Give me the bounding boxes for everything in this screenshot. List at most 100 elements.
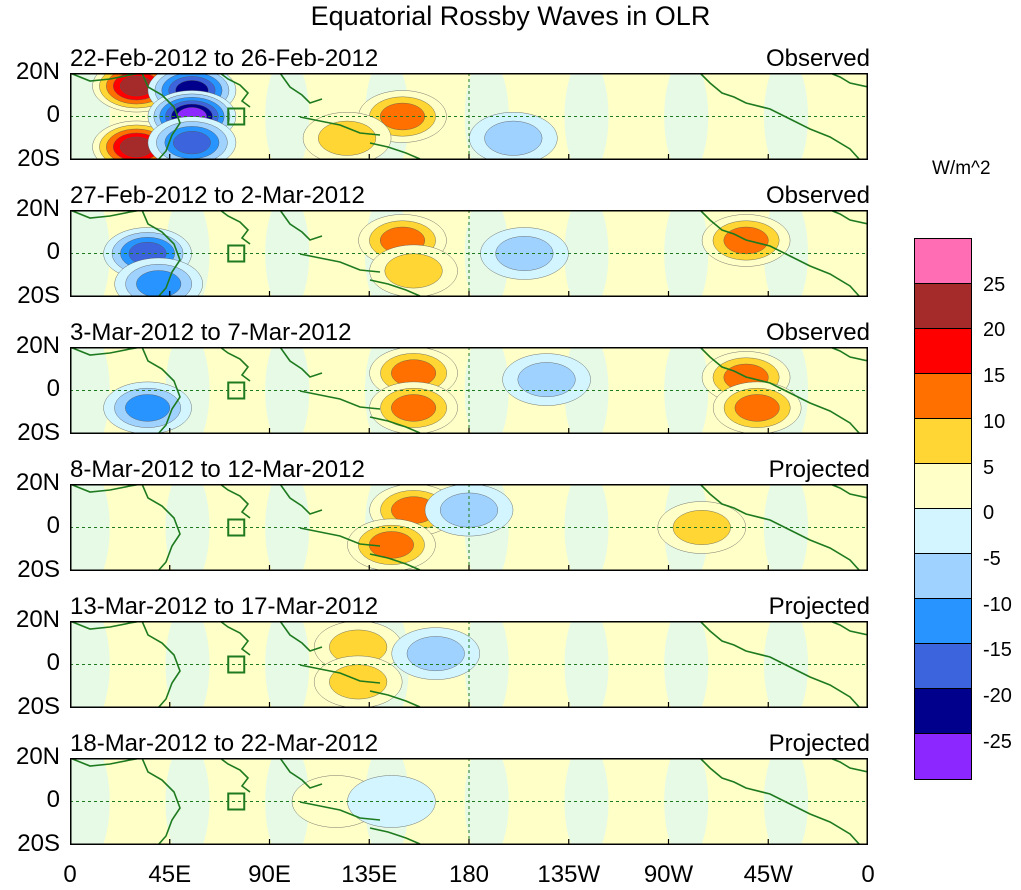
coastline [279,73,323,104]
olr-anomaly-contour [517,362,576,398]
coastline [699,484,861,571]
coastline [299,527,381,547]
coastline [699,621,861,708]
colorbar-swatch [915,329,971,374]
background-band [215,347,260,434]
background-band [813,621,858,708]
coastline [219,484,251,519]
x-tick-label: 90W [643,861,694,888]
y-tick-label: 20S [17,419,60,446]
panel-date-range: 13-Mar-2012 to 17-Mar-2012 [70,593,379,620]
coastline [219,758,251,793]
coastline [369,553,421,571]
y-tick-label: 20N [15,332,60,359]
map-panel: 18-Mar-2012 to 22-Mar-2012 Projected 20N 0 2… [0,731,1021,868]
colorbar-label: -5 [983,547,1001,570]
y-tick-label: 20N [15,606,60,633]
colorbar-swatch [915,599,971,644]
coastline [219,73,251,108]
x-tick-label: 135E [341,861,398,888]
coastline [279,758,323,789]
x-tick-label: 0 [861,861,875,888]
coastline [141,621,181,708]
y-tick-label: 20S [17,556,60,583]
olr-anomaly-contour [484,120,543,156]
colorbar-swatch [915,644,971,689]
colorbar-swatch [915,419,971,464]
chart-title: Equatorial Rossby Waves in OLR [310,1,711,31]
background-band [664,210,709,297]
background-band [315,210,360,297]
coastline [829,758,868,773]
background-band [514,484,559,571]
y-tick-label: 20S [17,693,60,720]
colorbar-swatch [915,689,971,734]
panel-kind: Projected [768,730,870,757]
background-band [813,73,858,160]
coastline [299,664,381,684]
background-band [813,210,858,297]
colorbar-label: 15 [983,365,1006,388]
background-band [664,73,709,160]
coastline [369,142,421,160]
background-band [664,347,709,434]
coastline [279,621,323,652]
background-band [664,621,709,708]
coastline [699,73,861,160]
coastline [141,210,181,297]
coastline [699,758,861,845]
colorbar-label: 25 [983,273,1006,296]
olr-map [70,621,868,708]
coastline [279,210,323,241]
coastline [829,621,868,636]
panel-date-range: 27-Feb-2012 to 2-Mar-2012 [70,182,365,209]
colorbar-swatch [915,374,971,419]
coastline [299,116,381,136]
y-tick-label: 0 [46,512,60,539]
panel-kind: Projected [768,456,870,483]
map-panel: 8-Mar-2012 to 12-Mar-2012 Projected 20N 0 20… [0,457,1021,594]
y-tick-label: 0 [46,375,60,402]
panel-date-range: 22-Feb-2012 to 26-Feb-2012 [70,45,379,72]
background-band [215,621,260,708]
y-tick-label: 0 [46,238,60,265]
y-tick-label: 20N [15,58,60,85]
background-band [165,758,210,845]
y-tick-label: 20S [17,145,60,172]
map-panel: 27-Feb-2012 to 2-Mar-2012 Observed 20N 0 20S [0,183,1021,320]
y-tick-label: 20N [15,195,60,222]
y-tick-label: 0 [46,649,60,676]
background-band [215,758,260,845]
coastline [369,416,421,434]
olr-anomaly-contour [173,131,211,155]
coastline [141,347,181,434]
olr-anomaly-contour [384,253,443,289]
olr-anomaly-contour [125,394,171,422]
olr-anomaly-contour [406,636,465,672]
coastline [219,621,251,656]
background-band [813,347,858,434]
olr-map [70,73,868,160]
coastline [369,690,421,708]
colorbar-label: -10 [983,593,1012,616]
panel-date-range: 8-Mar-2012 to 12-Mar-2012 [70,456,365,483]
coastline [279,484,323,515]
background-band [315,347,360,434]
x-tick-label: 180 [448,861,490,888]
map-panel: 3-Mar-2012 to 7-Mar-2012 Observed 20N 0 20S [0,320,1021,457]
colorbar-label: -20 [983,685,1012,707]
colorbar-label: 0 [983,502,995,525]
olr-anomaly-contour [391,394,437,422]
coastline [829,484,868,499]
olr-anomaly-contour [136,270,182,297]
olr-anomaly-contour [329,664,388,700]
x-tick-label: 0 [63,861,77,888]
colorbar [914,238,972,780]
coastline [219,347,251,382]
panel-date-range: 18-Mar-2012 to 22-Mar-2012 [70,730,379,757]
y-tick-label: 20S [17,282,60,309]
coastline [369,279,421,297]
olr-anomaly-contour [318,120,377,156]
olr-map [70,758,868,845]
coastline [299,253,381,273]
